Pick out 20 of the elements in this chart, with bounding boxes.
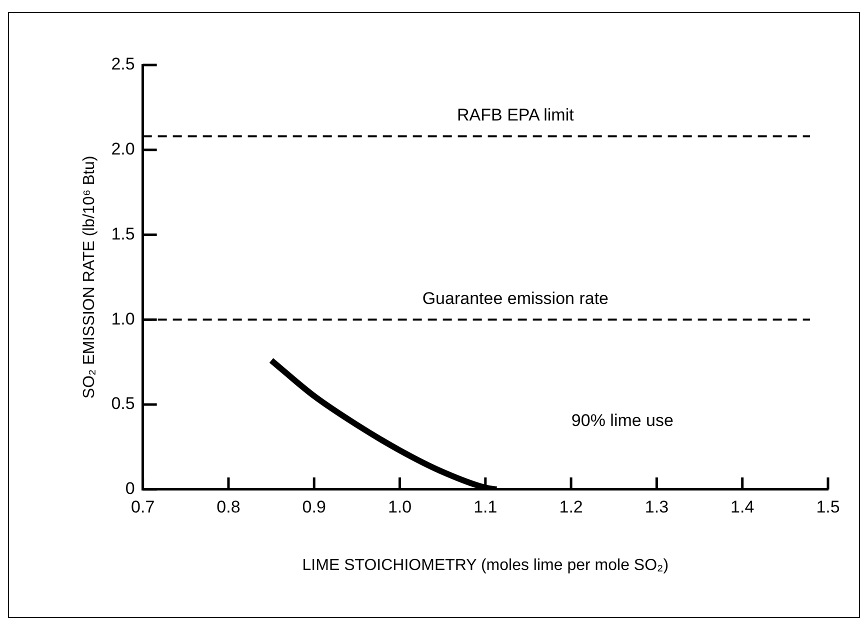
ref-line-label: RAFB EPA limit xyxy=(457,105,574,124)
y-tick-label: 0 xyxy=(125,479,135,498)
y-tick-label: 2.0 xyxy=(111,140,135,159)
x-tick-label: 1.2 xyxy=(559,497,583,516)
ref-line-label: Guarantee emission rate xyxy=(422,288,608,308)
x-tick-label: 1.4 xyxy=(730,497,754,516)
annotation: 90% lime use xyxy=(571,411,674,430)
x-tick-label: 1.3 xyxy=(644,497,669,516)
x-tick-label: 0.9 xyxy=(302,497,326,516)
y-tick-label: 2.5 xyxy=(111,54,135,74)
y-tick-label: 0.5 xyxy=(111,394,135,414)
x-tick-label: 1.0 xyxy=(388,497,412,516)
y-tick-label: 1.0 xyxy=(111,309,135,328)
x-axis-title: LIME STOICHIOMETRY (moles lime per mole SO₂) xyxy=(302,556,669,574)
x-tick-label: 1.5 xyxy=(816,497,840,516)
x-tick-label: 0.8 xyxy=(216,497,240,516)
y-axis-title: SO₂ EMISSION RATE (lb/10⁶ Btu) xyxy=(81,156,98,399)
x-tick-label: 0.7 xyxy=(131,497,155,516)
x-tick-label: 1.1 xyxy=(474,497,498,516)
y-tick-label: 1.5 xyxy=(111,224,135,244)
